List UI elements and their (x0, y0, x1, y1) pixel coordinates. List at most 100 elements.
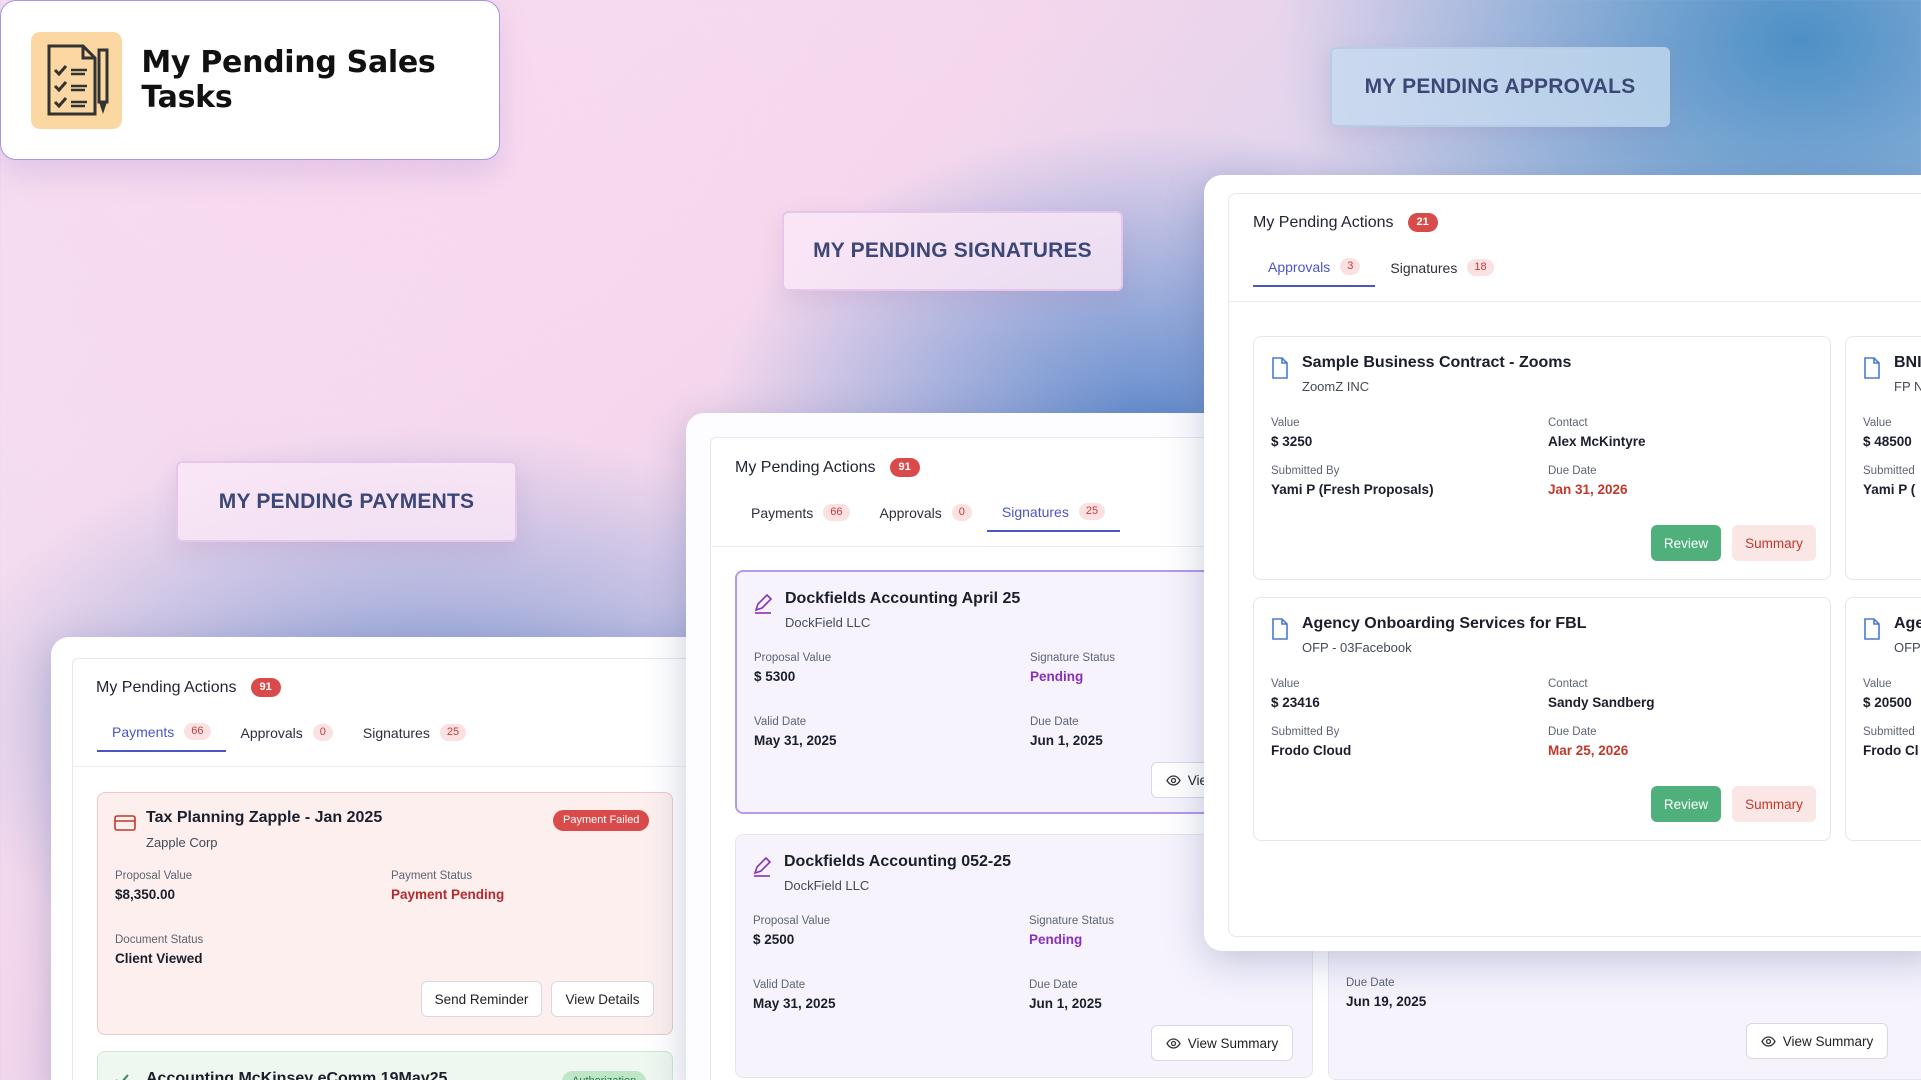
tab-count: 66 (184, 723, 211, 740)
tab-count: 18 (1467, 259, 1494, 276)
tab-signatures[interactable]: Signatures 25 (986, 503, 1121, 532)
tab-payments[interactable]: Payments 66 (97, 723, 226, 752)
view-summary-button[interactable]: View Summary (1151, 1025, 1293, 1061)
hero-title: My Pending Sales Tasks (141, 45, 436, 115)
field-label: Due Date (1548, 726, 1597, 738)
card-company: DockField LLC (784, 878, 870, 893)
tab-approvals[interactable]: Approvals 0 (865, 503, 987, 532)
pending-count-badge: 21 (1407, 213, 1438, 232)
field-value: Pending (1029, 932, 1083, 947)
approval-card[interactable]: Age OFP Value $ 20500 Submitted Frodo Cl (1845, 597, 1921, 841)
field-value: $8,350.00 (115, 887, 176, 902)
card-title: Tax Planning Zapple - Jan 2025 (146, 809, 383, 826)
card-title: BNI (1894, 354, 1921, 371)
field-value: Payment Pending (391, 887, 505, 902)
payment-card[interactable]: Accounting McKinsey eComm 19May25 Author… (97, 1051, 673, 1080)
card-company: DockField LLC (785, 615, 871, 630)
field-value: Client Viewed (115, 951, 203, 966)
summary-button[interactable]: Summary (1732, 786, 1816, 822)
send-reminder-button[interactable]: Send Reminder (421, 981, 542, 1017)
tab-count: 3 (1340, 258, 1361, 275)
document-icon (1863, 618, 1881, 640)
eye-icon (1760, 1035, 1776, 1047)
field-value: Alex McKintyre (1548, 434, 1646, 449)
field-label: Valid Date (754, 716, 807, 728)
field-value: $ 20500 (1863, 695, 1912, 710)
field-label: Signature Status (1030, 652, 1116, 664)
card-title: Dockfields Accounting 052-25 (784, 853, 1012, 870)
tab-approvals[interactable]: Approvals 0 (226, 723, 348, 752)
credit-card-icon (114, 815, 136, 831)
tab-count: 25 (439, 724, 467, 741)
approvals-panel: My Pending Actions 21 Approvals 3 Signatu… (1204, 175, 1921, 951)
eye-icon (1165, 1037, 1181, 1049)
tab-signatures[interactable]: Signatures 25 (348, 723, 481, 752)
panel-title: My Pending Actions (96, 678, 237, 696)
field-value: Jun 19, 2025 (1346, 994, 1427, 1009)
field-label: Document Status (115, 934, 204, 946)
field-label: Payment Status (391, 870, 473, 882)
view-summary-button[interactable]: View Summary (1746, 1023, 1888, 1059)
field-label: Due Date (1346, 977, 1395, 989)
field-value: $ 5300 (754, 669, 796, 684)
tab-payments[interactable]: Payments 66 (736, 503, 865, 532)
tab-label: Approvals (240, 724, 303, 741)
panel-header: My Pending Actions 91 (735, 458, 920, 477)
panel-title: My Pending Actions (735, 458, 876, 476)
field-value: $ 23416 (1271, 695, 1320, 710)
field-value: Frodo Cl (1863, 743, 1919, 758)
field-label: Value (1863, 417, 1892, 429)
approval-card[interactable]: Sample Business Contract - Zooms ZoomZ I… (1253, 336, 1831, 580)
tab-count: 0 (951, 504, 972, 521)
signatures-panel-tabs: Payments 66 Approvals 0 Signatures 25 (736, 503, 1121, 532)
payments-panel: My Pending Actions 91 Payments 66 Approva… (51, 637, 751, 1080)
review-button[interactable]: Review (1651, 525, 1721, 561)
button-label: View Summary (1782, 1033, 1874, 1049)
card-title: Agency Onboarding Services for FBL (1302, 615, 1587, 632)
card-company: OFP - 03Facebook (1302, 640, 1412, 655)
card-company: OFP (1894, 640, 1921, 655)
payment-card[interactable]: Tax Planning Zapple - Jan 2025 Zapple Co… (97, 792, 673, 1035)
view-details-button[interactable]: View Details (551, 981, 654, 1017)
field-value: Jun 1, 2025 (1029, 996, 1102, 1011)
approval-card[interactable]: Agency Onboarding Services for FBL OFP -… (1253, 597, 1831, 841)
tab-label: Payments (112, 723, 175, 740)
tab-label: Signatures (1390, 259, 1458, 276)
field-label: Due Date (1030, 716, 1079, 728)
review-button[interactable]: Review (1651, 786, 1721, 822)
field-label: Value (1271, 678, 1300, 690)
tab-approvals[interactable]: Approvals 3 (1253, 258, 1376, 287)
tab-label: Approvals (1268, 258, 1331, 275)
field-value: Yami P (Fresh Proposals) (1271, 482, 1434, 497)
card-company: ZoomZ INC (1302, 379, 1370, 394)
approval-card[interactable]: BNI FP N Value $ 48500 Submitted Yami P … (1845, 336, 1921, 580)
pending-count-badge: 91 (250, 678, 281, 697)
tab-label: Signatures (1001, 503, 1069, 520)
document-icon (1271, 357, 1289, 379)
card-company: FP N (1894, 379, 1921, 394)
divider (711, 546, 1386, 547)
payments-panel-tabs: Payments 66 Approvals 0 Signatures 25 (97, 723, 481, 752)
pending-signatures-label: MY PENDING SIGNATURES (782, 211, 1123, 291)
field-label: Submitted By (1271, 726, 1340, 738)
field-value: Mar 25, 2026 (1548, 743, 1629, 758)
field-label: Value (1863, 678, 1892, 690)
field-value: May 31, 2025 (753, 996, 836, 1011)
field-value: May 31, 2025 (754, 733, 837, 748)
field-label: Proposal Value (753, 915, 831, 927)
signature-card[interactable]: Due Date Jun 19, 2025 View Summary (1328, 930, 1921, 1080)
summary-button[interactable]: Summary (1732, 525, 1816, 561)
field-value: Frodo Cloud (1271, 743, 1352, 758)
field-label: Submitted By (1271, 465, 1340, 477)
panel-header: My Pending Actions 91 (96, 678, 281, 697)
card-title: Sample Business Contract - Zooms (1302, 354, 1572, 371)
field-label: Due Date (1548, 465, 1597, 477)
approvals-panel-tabs: Approvals 3 Signatures 18 (1253, 258, 1509, 287)
tab-signatures[interactable]: Signatures 18 (1375, 258, 1508, 287)
divider (73, 766, 751, 767)
field-label: Proposal Value (115, 870, 193, 882)
field-value: $ 48500 (1863, 434, 1912, 449)
tab-count: 66 (823, 504, 850, 521)
card-title: Accounting McKinsey eComm 19May25 (146, 1070, 448, 1080)
check-icon (114, 1072, 130, 1080)
